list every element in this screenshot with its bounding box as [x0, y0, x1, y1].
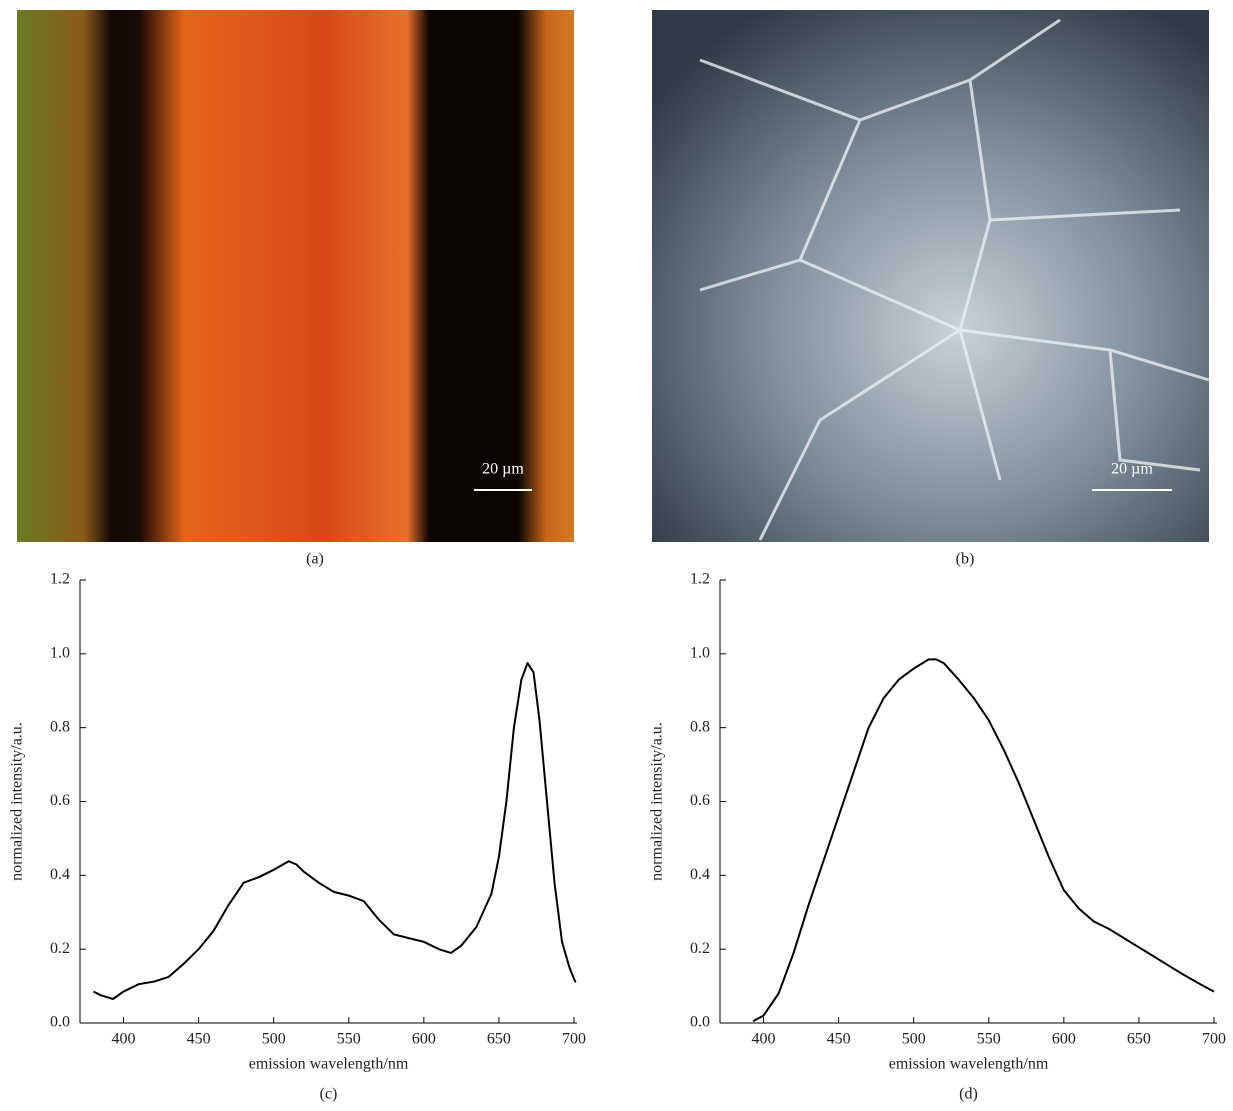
x-tick-label: 650: [487, 1031, 511, 1048]
y-tick-label: 0.8: [690, 718, 710, 735]
x-tick-label: 550: [337, 1031, 361, 1048]
y-tick-label: 1.0: [50, 645, 70, 662]
x-tick-label: 650: [1127, 1031, 1151, 1048]
y-tick-label: 0.0: [50, 1014, 70, 1031]
caption: (c): [320, 1086, 338, 1103]
x-tick-label: 450: [827, 1031, 851, 1048]
y-tick-label: 0.4: [690, 866, 710, 883]
y-tick-label: 0.8: [50, 718, 70, 735]
y-tick-label: 0.4: [50, 866, 70, 883]
x-axis-label: emission wavelength/nm: [889, 1056, 1049, 1073]
x-tick-label: 550: [977, 1031, 1001, 1048]
x-tick-label: 600: [1052, 1031, 1076, 1048]
x-axis-label: emission wavelength/nm: [249, 1056, 409, 1073]
y-tick-label: 0.0: [690, 1014, 710, 1031]
y-tick-label: 1.2: [690, 571, 710, 588]
y-tick-label: 1.0: [690, 645, 710, 662]
caption: (d): [959, 1086, 978, 1103]
x-tick-label: 400: [752, 1031, 776, 1048]
y-tick-label: 0.2: [50, 940, 70, 957]
y-tick-label: 0.2: [690, 940, 710, 957]
y-tick-label: 1.2: [50, 571, 70, 588]
caption: (a): [306, 551, 324, 568]
scale-label: 20 µm: [482, 461, 524, 478]
y-tick-label: 0.6: [50, 792, 70, 809]
figure: 20 µm (a) 20 µm (b) 0.0 0.2 0.4 0.6 0.8 1.0 1.…: [0, 0, 1233, 1106]
x-tick-label: 450: [187, 1031, 211, 1048]
x-tick-label: 700: [1202, 1031, 1226, 1048]
spectrum-line: [94, 663, 576, 999]
x-tick-label: 400: [112, 1031, 136, 1048]
caption: (b): [956, 551, 975, 568]
y-axis-label: normalized intensity/a.u.: [649, 722, 666, 881]
scale-label: 20 µm: [1111, 461, 1153, 478]
y-axis-label: normalized intensity/a.u.: [9, 722, 26, 881]
spectrum-line: [753, 659, 1214, 1021]
y-tick-label: 0.6: [690, 792, 710, 809]
x-tick-label: 500: [262, 1031, 286, 1048]
x-tick-label: 500: [902, 1031, 926, 1048]
x-tick-label: 700: [562, 1031, 586, 1048]
x-tick-label: 600: [412, 1031, 436, 1048]
